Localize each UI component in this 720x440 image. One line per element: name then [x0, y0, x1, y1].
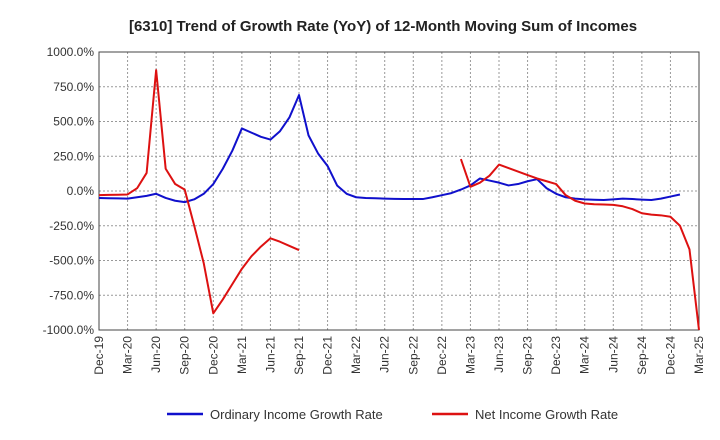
y-tick-label: -1000.0%: [43, 323, 95, 337]
y-tick-label: -500.0%: [49, 254, 94, 268]
series-layer: [98, 69, 700, 331]
x-tick-label: Dec-24: [663, 336, 677, 375]
series-ordinary-income: [98, 94, 681, 204]
y-tick-label: 500.0%: [53, 115, 94, 129]
x-tick-label: Jun-22: [378, 336, 392, 373]
x-tick-label: Dec-19: [92, 336, 106, 375]
y-axis-tick-labels: 1000.0% 750.0% 500.0% 250.0% 0.0% -250.0% -500…: [43, 45, 95, 337]
x-tick-label: Sep-22: [406, 336, 420, 375]
plot-area: [98, 51, 700, 331]
x-tick-label: Dec-22: [435, 336, 449, 375]
y-tick-label: -750.0%: [49, 288, 94, 302]
x-tick-label: Mar-24: [578, 336, 592, 374]
x-tick-label: Sep-20: [178, 336, 192, 375]
x-tick-label: Sep-21: [292, 336, 306, 375]
x-tick-label: Dec-23: [549, 336, 563, 375]
x-tick-label: Mar-21: [235, 336, 249, 374]
series-net-income: [98, 69, 700, 331]
legend-label-net-income: Net Income Growth Rate: [475, 407, 618, 422]
legend-label-ordinary-income: Ordinary Income Growth Rate: [210, 407, 383, 422]
plot-border: [98, 51, 700, 331]
x-tick-label: Jun-20: [149, 336, 163, 373]
chart-title: [6310] Trend of Growth Rate (YoY) of 12-…: [129, 18, 637, 35]
x-tick-label: Dec-21: [321, 336, 335, 375]
x-tick-label: Mar-20: [121, 336, 135, 374]
y-tick-label: 1000.0%: [47, 45, 95, 59]
x-axis-tick-labels: Dec-19 Mar-20 Jun-20 Sep-20 Dec-20 Mar-21 Jun-…: [92, 336, 706, 375]
series-line: [98, 69, 700, 331]
x-tick-label: Mar-25: [692, 336, 706, 374]
x-tick-label: Mar-22: [349, 336, 363, 374]
series-line: [98, 94, 681, 204]
y-tick-label: 0.0%: [67, 184, 95, 198]
y-tick-label: -250.0%: [49, 219, 94, 233]
x-tick-label: Mar-23: [463, 336, 477, 374]
y-tick-label: 750.0%: [53, 80, 94, 94]
x-tick-label: Sep-24: [635, 336, 649, 375]
x-tick-label: Jun-21: [263, 336, 277, 373]
x-tick-label: Jun-23: [492, 336, 506, 373]
y-tick-label: 250.0%: [53, 149, 94, 163]
x-tick-label: Sep-23: [521, 336, 535, 375]
x-tick-label: Dec-20: [206, 336, 220, 375]
legend: Ordinary Income Growth Rate Net Income G…: [167, 407, 618, 422]
x-tick-label: Jun-24: [606, 336, 620, 373]
